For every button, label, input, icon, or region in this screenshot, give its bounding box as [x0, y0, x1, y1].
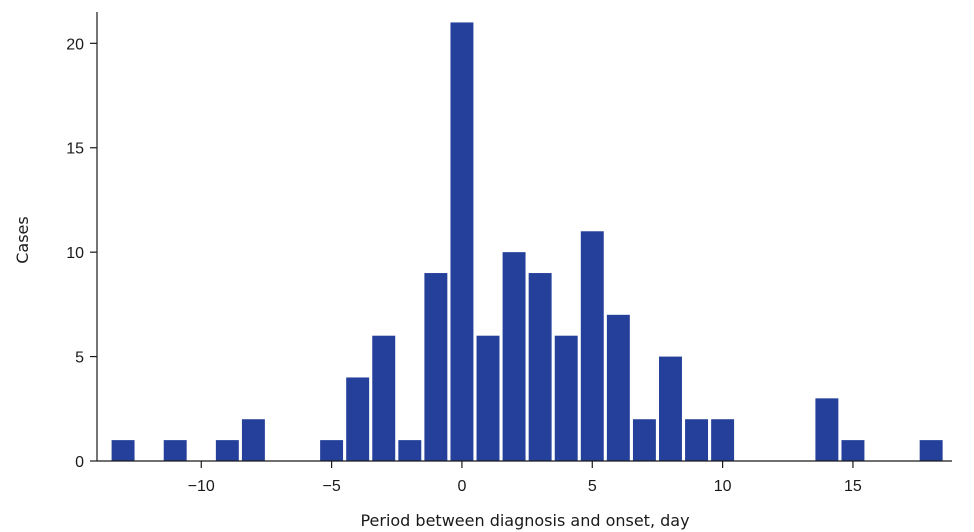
bar	[450, 22, 473, 461]
x-tick-label: 10	[714, 478, 732, 495]
bar	[216, 440, 239, 461]
bar	[920, 440, 943, 461]
bar	[555, 336, 578, 461]
y-ticks-group: 0 5 10 15 20	[66, 36, 97, 471]
y-tick-label: 20	[66, 36, 84, 53]
y-tick-label: 10	[66, 245, 84, 262]
bar	[815, 398, 838, 461]
y-tick-label: 15	[66, 141, 84, 158]
x-tick-label: −10	[188, 478, 215, 495]
bar	[633, 419, 656, 461]
y-axis-label: Cases	[13, 216, 32, 264]
bar	[112, 440, 135, 461]
bar	[164, 440, 187, 461]
bar	[685, 419, 708, 461]
bar	[841, 440, 864, 461]
bar	[320, 440, 343, 461]
bar	[581, 231, 604, 461]
x-tick-label: 5	[588, 478, 597, 495]
y-tick-label: 0	[75, 454, 84, 471]
bar	[242, 419, 265, 461]
bar	[659, 357, 682, 461]
x-tick-label: −5	[322, 478, 340, 495]
bar	[372, 336, 395, 461]
bar	[346, 377, 369, 461]
bars-group	[112, 22, 943, 461]
bar	[503, 252, 526, 461]
bar	[711, 419, 734, 461]
x-tick-label: 0	[457, 478, 466, 495]
bar	[477, 336, 500, 461]
bar	[424, 273, 447, 461]
x-axis-label: Period between diagnosis and onset, day	[360, 511, 689, 530]
bar	[607, 315, 630, 461]
bar	[398, 440, 421, 461]
y-tick-label: 5	[75, 350, 84, 367]
x-ticks-group: −10 −5 0 5 10 15	[188, 461, 862, 495]
bar	[529, 273, 552, 461]
x-tick-label: 15	[844, 478, 862, 495]
